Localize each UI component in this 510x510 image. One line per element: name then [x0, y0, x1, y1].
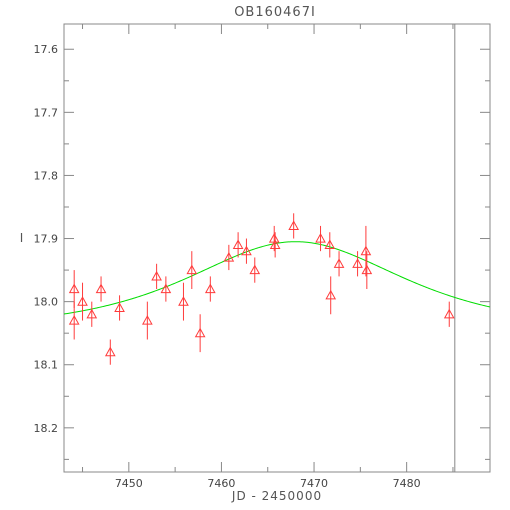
x-tick-label: 7480	[393, 477, 421, 490]
data-point	[352, 251, 363, 277]
y-axis-label: I	[20, 231, 25, 245]
triangle-marker	[114, 302, 125, 313]
y-tick-label: 17.8	[34, 169, 59, 182]
y-tick-label: 17.7	[34, 106, 59, 119]
x-axis-label: JD - 2450000	[231, 489, 322, 503]
data-point	[223, 244, 235, 271]
triangle-marker	[352, 258, 363, 268]
x-tick-labels: 7450 7460 7470 7480	[115, 477, 421, 490]
x-tick-label: 7470	[300, 477, 328, 490]
data-point	[104, 339, 116, 365]
data-point	[178, 282, 189, 321]
triangle-marker	[324, 239, 336, 249]
plot-frame	[63, 23, 491, 473]
triangle-marker	[151, 270, 162, 281]
y-tick-label: 17.9	[34, 233, 59, 246]
y-tick-label: 18.1	[34, 359, 59, 372]
triangle-marker	[241, 245, 252, 256]
data-point	[95, 276, 107, 302]
triangle-marker	[360, 245, 372, 256]
triangle-marker	[204, 283, 216, 294]
triangle-marker	[443, 308, 455, 319]
y-tick-label: 18.0	[34, 296, 59, 309]
data-point	[186, 251, 198, 290]
triangle-marker	[333, 258, 345, 268]
data-point	[325, 276, 337, 315]
data-point	[361, 251, 373, 290]
data-point	[141, 301, 153, 340]
triangle-marker	[315, 233, 326, 243]
data-point	[86, 301, 98, 327]
y-tick-labels: 17.6 17.7 17.8 17.9 18.0 18.1 18.2	[34, 43, 59, 435]
triangle-marker	[160, 283, 172, 294]
triangle-marker	[86, 308, 98, 319]
data-point	[249, 257, 261, 283]
chart-title: OB160467I	[234, 5, 316, 20]
y-tick-label: 18.2	[34, 422, 59, 435]
data-point	[232, 232, 244, 258]
data-point	[269, 232, 281, 258]
data-point	[288, 213, 300, 239]
triangle-marker	[269, 239, 281, 249]
data-point	[68, 301, 80, 340]
triangle-marker	[361, 264, 373, 275]
triangle-marker	[77, 296, 88, 306]
triangle-marker	[325, 289, 337, 300]
data-point	[114, 295, 125, 321]
triangle-marker	[232, 239, 244, 249]
triangle-marker	[95, 283, 107, 294]
triangle-marker	[288, 220, 300, 231]
x-tick-label: 7460	[207, 477, 235, 490]
data-point	[160, 276, 172, 302]
data-point	[241, 238, 252, 264]
y-tick-label: 17.6	[34, 43, 59, 56]
data-point	[77, 282, 88, 321]
x-tick-label: 7450	[115, 477, 143, 490]
triangle-marker	[223, 251, 235, 262]
triangle-marker	[104, 346, 116, 357]
model-curve	[63, 241, 491, 315]
triangle-marker	[68, 315, 80, 325]
data-point	[333, 251, 345, 277]
axis-ticks	[64, 24, 490, 472]
triangle-marker	[194, 327, 206, 338]
triangle-marker	[186, 264, 198, 275]
data-point	[204, 276, 216, 302]
triangle-marker	[178, 296, 189, 306]
triangle-marker	[68, 283, 80, 294]
data-point	[151, 263, 162, 290]
data-points	[68, 213, 455, 365]
data-point	[194, 314, 206, 353]
data-point	[443, 301, 455, 327]
triangle-marker	[141, 315, 153, 325]
data-point	[315, 225, 326, 252]
data-point	[324, 232, 336, 258]
triangle-marker	[249, 264, 261, 275]
